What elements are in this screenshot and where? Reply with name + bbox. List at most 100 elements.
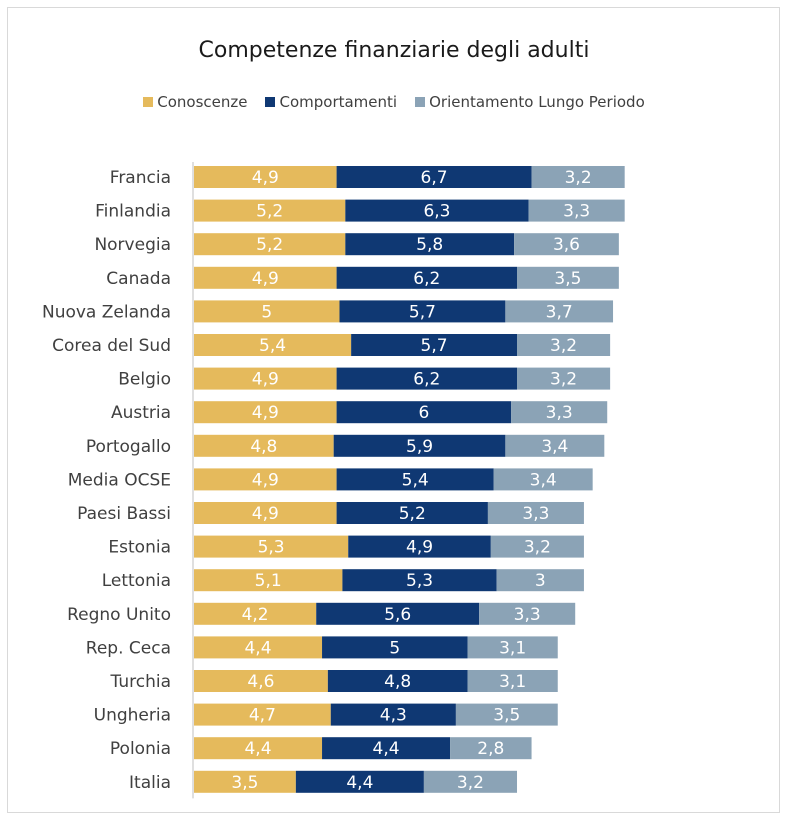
- data-label: 5,7: [409, 302, 436, 322]
- bar-segment-series-2: [467, 636, 558, 659]
- data-label: 5,3: [406, 571, 433, 591]
- data-label: 5,2: [256, 235, 283, 255]
- bar-segment-series-1: [330, 703, 456, 726]
- bar-segment-series-1: [339, 300, 506, 323]
- category-label: Francia: [110, 168, 171, 188]
- legend-item-orientamento: Orientamento Lungo Periodo: [415, 93, 645, 111]
- bar-segment-series-1: [336, 401, 512, 424]
- legend-swatch-orientamento: [415, 97, 426, 107]
- category-label: Corea del Sud: [52, 336, 171, 356]
- legend-item-comportamenti: Comportamenti: [265, 93, 397, 111]
- bar-segment-series-1: [351, 334, 518, 356]
- bar-segment-series-0: [194, 367, 337, 390]
- bar-segment-series-2: [517, 266, 619, 289]
- data-label: 3,2: [550, 370, 577, 390]
- category-label: Lettonia: [102, 571, 171, 591]
- data-label: 4,4: [373, 739, 400, 759]
- bar-segment-series-1: [322, 737, 451, 760]
- data-label: 6,7: [421, 168, 448, 188]
- bar-segment-series-0: [194, 502, 337, 524]
- data-label: 3,5: [554, 269, 581, 289]
- category-label: Paesi Bassi: [77, 504, 171, 524]
- bar-segment-series-0: [194, 535, 349, 558]
- data-label: 5,9: [406, 437, 433, 457]
- bar-segment-series-2: [505, 434, 605, 457]
- bar-segment-series-0: [194, 703, 331, 726]
- bar-segment-series-1: [322, 636, 468, 659]
- data-label: 4,9: [252, 403, 279, 423]
- data-label: 4,4: [244, 739, 271, 759]
- data-label: 5,1: [255, 571, 282, 591]
- legend-swatch-comportamenti: [265, 97, 276, 107]
- data-label: 3,2: [524, 538, 551, 558]
- data-label: 3,7: [546, 302, 573, 322]
- bar-segment-series-0: [194, 636, 323, 659]
- data-label: 3,3: [546, 403, 573, 423]
- category-label: Canada: [106, 269, 171, 289]
- bar-segment-series-1: [336, 367, 518, 390]
- data-label: 4,9: [252, 504, 279, 524]
- bar-segment-series-2: [493, 468, 593, 491]
- data-label: 5,3: [258, 538, 285, 558]
- data-label: 4,9: [252, 168, 279, 188]
- category-label: Austria: [111, 403, 171, 423]
- data-label: 3,4: [530, 470, 557, 490]
- bar-segment-series-1: [336, 166, 532, 188]
- data-label: 4,9: [252, 269, 279, 289]
- bar-segment-series-0: [194, 233, 346, 256]
- bar-segment-series-0: [194, 334, 352, 356]
- data-label: 3,3: [514, 605, 541, 625]
- category-label: Norvegia: [94, 235, 171, 255]
- category-label: Ungheria: [94, 706, 171, 726]
- data-label: 4,9: [252, 470, 279, 490]
- bar-segment-series-1: [345, 233, 515, 256]
- bar-segment-series-2: [450, 737, 532, 760]
- bar-segment-series-2: [517, 367, 611, 390]
- bar-segment-series-2: [455, 703, 558, 726]
- data-label: 5: [389, 638, 400, 658]
- bar-segment-series-0: [194, 770, 296, 793]
- category-label: Italia: [129, 773, 171, 793]
- bar-segment-series-2: [528, 199, 625, 222]
- bar-segment-series-2: [517, 334, 611, 356]
- data-label: 3,2: [550, 336, 577, 356]
- data-label: 3,2: [565, 168, 592, 188]
- data-label: 3,3: [563, 202, 590, 222]
- data-label: 4,9: [406, 538, 433, 558]
- data-label: 3,4: [541, 437, 568, 457]
- bar-segment-series-1: [342, 569, 497, 592]
- bar-segment-series-2: [490, 535, 584, 558]
- bar-segment-series-2: [496, 569, 584, 592]
- legend: Conoscenze Comportamenti Orientamento Lu…: [0, 93, 788, 111]
- category-label: Portogallo: [86, 437, 171, 457]
- bar-segment-series-2: [511, 401, 608, 424]
- chart-title: Competenze finanziarie degli adulti: [198, 38, 590, 63]
- data-label: 3: [535, 571, 546, 591]
- bar-segment-series-1: [336, 468, 494, 491]
- data-label: 3,3: [522, 504, 549, 524]
- bar-segment-series-0: [194, 434, 334, 457]
- bar-segment-series-1: [348, 535, 491, 558]
- bar-segment-series-0: [194, 199, 346, 222]
- bar-segment-series-2: [479, 602, 576, 625]
- data-label: 6,2: [413, 370, 440, 390]
- legend-swatch-conoscenze: [143, 97, 154, 107]
- bar-segment-series-1: [336, 502, 488, 524]
- bar-segment-series-2: [487, 502, 584, 524]
- data-label: 4,6: [247, 672, 274, 692]
- data-label: 3,6: [553, 235, 580, 255]
- data-label: 5,4: [259, 336, 286, 356]
- legend-item-conoscenze: Conoscenze: [143, 93, 247, 111]
- data-label: 4,8: [250, 437, 277, 457]
- data-label: 6: [418, 403, 429, 423]
- data-label: 3,1: [499, 672, 526, 692]
- category-label: Nuova Zelanda: [42, 302, 171, 322]
- category-label: Regno Unito: [67, 605, 171, 625]
- bar-segment-series-0: [194, 266, 337, 289]
- bar-segment-series-1: [345, 199, 529, 222]
- bar-segment-series-2: [531, 166, 625, 188]
- data-label: 4,9: [252, 370, 279, 390]
- bar-segment-series-1: [333, 434, 506, 457]
- data-label: 5,6: [384, 605, 411, 625]
